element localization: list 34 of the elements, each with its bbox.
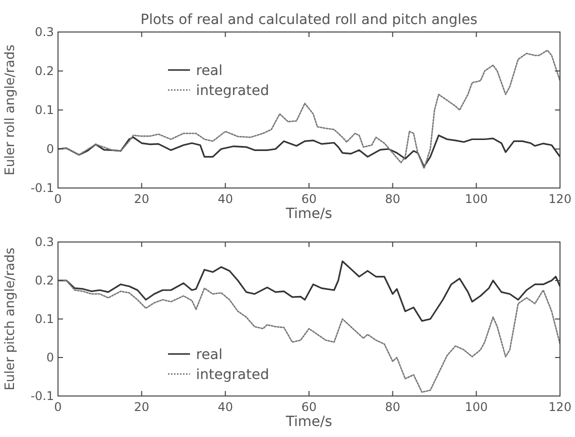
legend-label: real	[196, 63, 223, 79]
legend-label: integrated	[196, 367, 270, 383]
y-tick-label: -0.1	[30, 181, 54, 195]
x-tick-label: 40	[218, 192, 233, 206]
x-tick-label: 80	[385, 400, 400, 414]
y-tick-label: 0.1	[34, 103, 54, 117]
y-tick-label: 0	[46, 142, 54, 156]
x-tick-label: 20	[134, 192, 150, 206]
x-tick-label: 120	[548, 400, 572, 414]
line-series	[58, 134, 560, 168]
x-tick-label: 20	[134, 400, 150, 414]
x-axis-title: Time/s	[284, 206, 332, 222]
x-tick-label: 80	[385, 192, 400, 206]
y-tick-label: -0.1	[30, 389, 54, 403]
x-tick-label: 60	[301, 192, 317, 206]
y-tick-label: 0.1	[34, 312, 54, 326]
legend-label: integrated	[196, 83, 270, 99]
x-tick-label: 120	[548, 192, 572, 206]
y-axis-title: Euler pitch angle/rads	[3, 247, 18, 390]
y-tick-label: 0.3	[34, 235, 54, 249]
chart-title: Plots of real and calculated roll and pitch angles	[140, 12, 478, 28]
x-axis-title: Time/s	[284, 414, 332, 430]
y-axis-title: Euler roll angle/rads	[3, 44, 18, 176]
y-tick-label: 0.2	[34, 274, 54, 288]
y-tick-label: 0.2	[34, 64, 54, 78]
x-tick-label: 100	[464, 400, 488, 414]
y-tick-label: 0	[46, 350, 54, 364]
x-tick-label: 60	[301, 400, 317, 414]
legend-label: real	[196, 347, 223, 363]
x-tick-label: 100	[464, 192, 488, 206]
line-series	[58, 260, 560, 322]
y-tick-label: 0.3	[34, 25, 54, 39]
line-series	[58, 50, 560, 170]
x-tick-label: 40	[218, 400, 233, 414]
